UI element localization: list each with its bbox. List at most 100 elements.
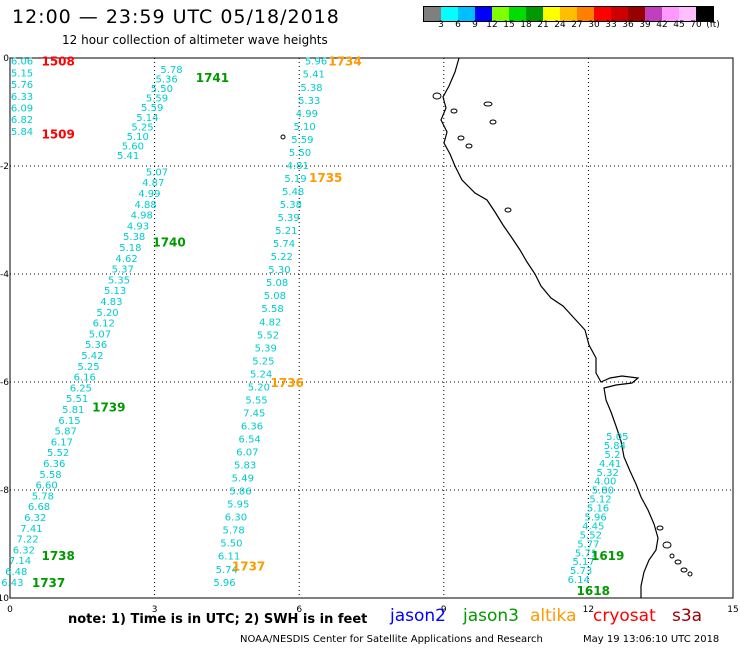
wave-height-value: 5.15 — [11, 68, 33, 79]
wave-height-value: 6.33 — [11, 92, 33, 103]
wave-height-value: 5.30 — [268, 265, 290, 276]
island — [457, 135, 465, 141]
legend-label: 24 — [554, 20, 566, 30]
wave-height-value: 7.14 — [9, 556, 31, 567]
pass-label: 1737 — [32, 576, 65, 590]
wave-height-value: 5.08 — [266, 278, 288, 289]
wave-height-value: 5.25 — [77, 362, 99, 373]
wave-height-value: 4.00 — [594, 477, 616, 488]
island — [680, 567, 688, 573]
legend-label: 15 — [503, 20, 515, 30]
wave-height-value: 5.58 — [39, 470, 61, 481]
grid-lines — [10, 58, 733, 598]
legend-swatch — [475, 7, 492, 21]
wave-height-value: 5.13 — [104, 286, 126, 297]
wave-height-value: 5.78 — [160, 65, 182, 76]
island — [656, 525, 664, 531]
page-title: 12:00 — 23:59 UTC 05/18/2018 — [12, 6, 340, 28]
wave-height-value: 4.88 — [134, 200, 156, 211]
wave-height-value: 5.50 — [220, 539, 242, 550]
island — [465, 143, 473, 149]
legend-label: 30 — [588, 20, 600, 30]
legend-swatch — [611, 7, 628, 21]
wave-height-value: 6.09 — [11, 104, 33, 115]
wave-height-value: 5.20 — [248, 382, 270, 393]
x-tick-label: 0 — [7, 605, 13, 615]
wave-height-value: 4.93 — [127, 221, 149, 232]
track-jason3: 6.065.155.766.336.096.825.84 — [11, 57, 33, 138]
wave-height-value: 5.14 — [136, 113, 158, 124]
wave-height-value: 5.59 — [291, 135, 313, 146]
wave-height-value: 6.54 — [239, 434, 261, 445]
legend-swatch — [560, 7, 577, 21]
wave-height-value: 5.08 — [264, 291, 286, 302]
legend-swatch — [577, 7, 594, 21]
wave-height-value: 7.45 — [243, 408, 265, 419]
wave-height-value: 7.22 — [16, 535, 38, 546]
wave-height-value: 5.07 — [146, 167, 168, 178]
color-legend — [423, 6, 714, 22]
wave-height-value: 6.07 — [236, 448, 258, 459]
wave-height-value: 5.10 — [127, 132, 149, 143]
wave-height-value: 5.96 — [305, 57, 327, 68]
wave-height-value: 6.30 — [225, 513, 247, 524]
coast-line — [440, 57, 659, 598]
x-tick-label: 12 — [583, 605, 594, 615]
legend-swatch — [645, 7, 662, 21]
wave-height-value: 5.35 — [108, 275, 130, 286]
x-tick-label: 15 — [727, 605, 738, 615]
pass-labels: 1508 1509 1741 1740 1739 1738 1737 1734 1735 1736… — [32, 55, 625, 598]
legend-swatch — [628, 7, 645, 21]
wave-height-value: 5.48 — [282, 187, 304, 198]
wave-height-value: 6.43 — [1, 578, 23, 589]
pass-label: 1619 — [591, 549, 624, 563]
pass-label: 1618 — [577, 584, 610, 598]
wave-height-value: 5.86 — [229, 487, 251, 498]
wave-height-value: 4.41 — [599, 459, 621, 470]
island — [450, 108, 458, 114]
island — [280, 134, 286, 140]
wave-height-value: 7.41 — [20, 524, 42, 535]
wave-height-value: 5.58 — [261, 304, 283, 315]
wave-height-value: 5.32 — [597, 468, 619, 479]
wave-height-value: 5.17 — [572, 557, 594, 568]
x-tick-label: 9 — [441, 605, 447, 615]
satellite-jason3: jason3 — [463, 606, 519, 626]
wave-height-value: 5.95 — [227, 500, 249, 511]
wave-height-value: 4.99 — [138, 189, 160, 200]
satellite-jason2: jason2 — [390, 606, 446, 626]
wave-height-value: 5.96 — [584, 512, 606, 523]
wave-height-value: 5.81 — [62, 405, 84, 416]
y-tick-label: 0 — [3, 54, 9, 64]
wave-height-value: 5.60 — [122, 142, 144, 153]
legend-label: 42 — [656, 20, 668, 30]
wave-height-value: 6.48 — [5, 567, 27, 578]
island — [504, 207, 512, 213]
wave-height-value: 5.41 — [117, 151, 139, 162]
legend-swatch — [509, 7, 526, 21]
legend-label: 70 — [690, 20, 702, 30]
wave-height-value: 5.33 — [298, 96, 320, 107]
legend-label: 36 — [622, 20, 634, 30]
wave-height-value: 5.83 — [234, 461, 256, 472]
wave-height-value: 5.42 — [81, 351, 103, 362]
legend-label: 45 — [673, 20, 685, 30]
wave-height-value: 4.45 — [582, 521, 604, 532]
wave-height-value: 4.87 — [142, 178, 164, 189]
wave-height-value: 5.36 — [156, 74, 178, 85]
pass-label: 1508 — [41, 55, 74, 69]
wave-height-value: 5.84 — [604, 441, 626, 452]
wave-height-value: 5.77 — [577, 539, 599, 550]
wave-height-value: 6.32 — [13, 545, 35, 556]
legend-label: 21 — [537, 20, 549, 30]
wave-height-value: 5.50 — [151, 84, 173, 95]
legend-swatch — [424, 7, 441, 21]
wave-height-value: 5.52 — [257, 330, 279, 341]
legend-label: 18 — [520, 20, 532, 30]
wave-height-value: 5.25 — [131, 122, 153, 133]
wave-height-value: 5.73 — [570, 566, 592, 577]
track-jason3: 5.074.874.994.884.984.935.385.184.625.37… — [1, 167, 168, 588]
wave-height-value: 6.15 — [58, 416, 80, 427]
